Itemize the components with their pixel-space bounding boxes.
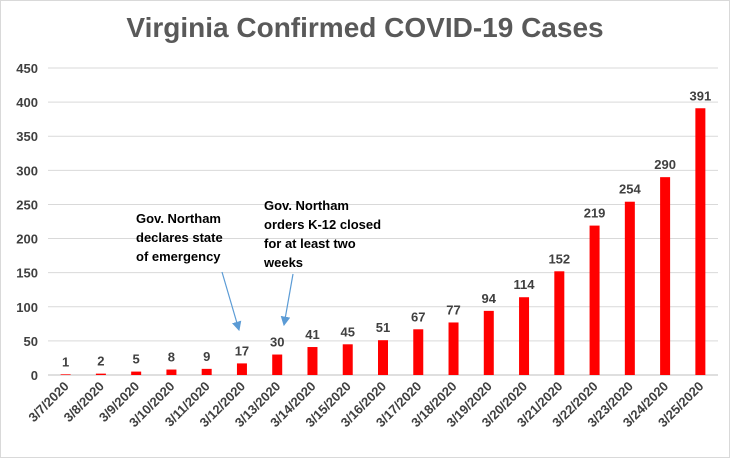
data-label: 41 — [305, 327, 319, 342]
bar — [519, 297, 530, 375]
y-tick-label: 300 — [16, 163, 38, 178]
data-label: 17 — [235, 343, 249, 358]
data-label: 219 — [584, 206, 606, 221]
data-label: 254 — [619, 182, 641, 197]
y-tick-label: 0 — [31, 368, 38, 383]
data-label: 5 — [133, 352, 140, 367]
bar — [624, 201, 635, 375]
bar — [413, 329, 424, 375]
y-tick-label: 400 — [16, 95, 38, 110]
bar — [378, 340, 388, 375]
data-label: 9 — [203, 349, 210, 364]
data-label: 2 — [97, 354, 104, 369]
bar — [201, 368, 212, 375]
y-tick-label: 100 — [16, 300, 38, 315]
chart-title: Virginia Confirmed COVID-19 Cases — [126, 12, 604, 43]
bar — [272, 354, 283, 375]
data-label: 290 — [654, 157, 676, 172]
y-tick-label: 150 — [16, 266, 38, 281]
data-label: 45 — [341, 324, 355, 339]
y-tick-label: 350 — [16, 129, 38, 144]
data-label: 77 — [446, 302, 460, 317]
annotation-arrow — [221, 271, 242, 332]
annotation-state-of-emergency: Gov. Northam declares state of emergency — [136, 211, 223, 264]
y-tick-label: 450 — [16, 61, 38, 76]
y-tick-label: 250 — [16, 197, 38, 212]
bar — [695, 108, 706, 376]
bar — [660, 177, 671, 375]
bar — [95, 373, 106, 375]
bar — [60, 374, 71, 375]
data-label: 51 — [376, 320, 390, 335]
data-label: 152 — [548, 251, 570, 266]
data-label: 1 — [62, 354, 69, 369]
bar — [483, 310, 494, 375]
data-label: 30 — [270, 335, 284, 350]
data-label: 67 — [411, 309, 425, 324]
data-label: 391 — [690, 88, 712, 103]
bar — [131, 371, 142, 375]
bar — [236, 363, 247, 375]
annotation-arrow — [280, 273, 294, 327]
bar — [166, 369, 177, 375]
bar — [307, 347, 318, 375]
data-label: 8 — [168, 350, 175, 365]
data-label: 94 — [482, 291, 497, 306]
bar — [554, 271, 565, 375]
bar — [589, 225, 600, 375]
annotation-k12-closed: Gov. Northam orders K-12 closed for at l… — [264, 198, 382, 270]
bar — [448, 322, 459, 375]
data-label: 114 — [514, 277, 536, 292]
y-tick-label: 50 — [24, 334, 38, 349]
bar — [342, 344, 353, 375]
y-tick-label: 200 — [16, 232, 38, 247]
